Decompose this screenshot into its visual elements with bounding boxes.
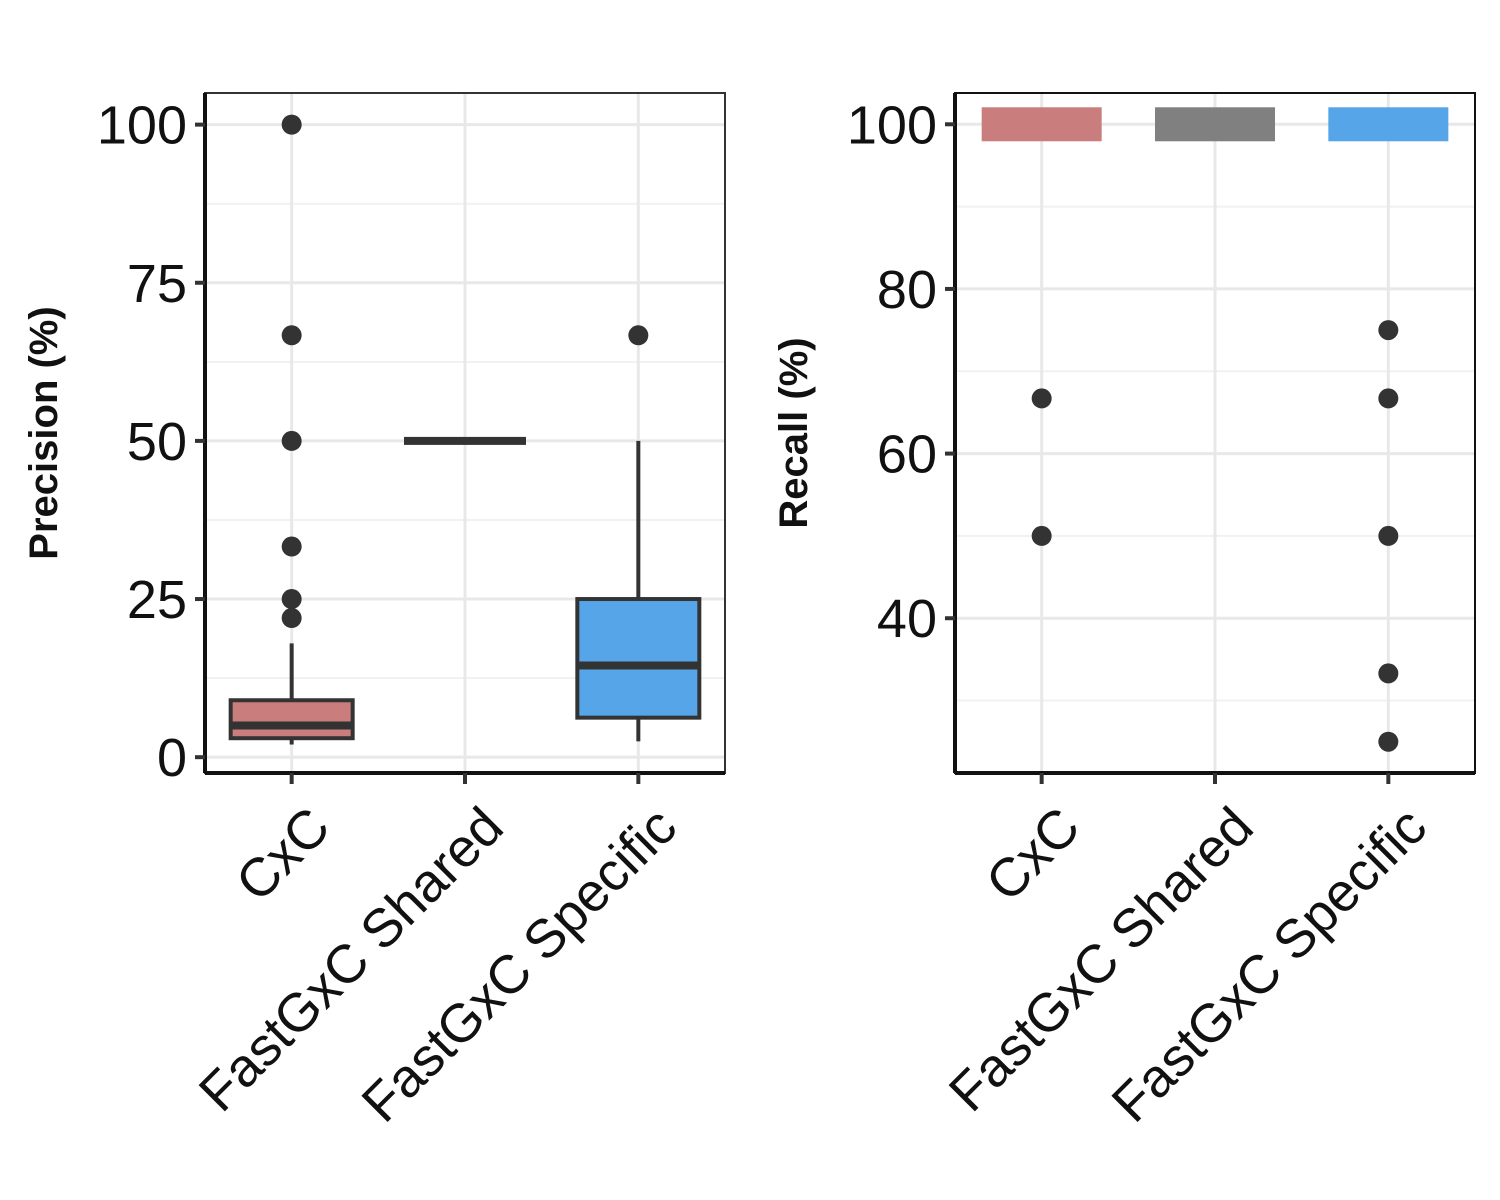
box-1 — [404, 436, 526, 445]
outlier-point — [281, 608, 302, 629]
y-tick-label: 100 — [847, 95, 937, 155]
outlier-point — [281, 114, 302, 135]
x-tick-label: CxC — [975, 796, 1092, 913]
outlier-point — [281, 536, 302, 557]
x-tick-label: FastGxC Specific — [1101, 796, 1438, 1133]
y-tick-label: 80 — [877, 260, 937, 320]
box-1 — [1155, 107, 1275, 142]
outlier-point — [281, 325, 302, 346]
y-axis-title: Recall (%) — [772, 337, 816, 528]
outlier-point — [1378, 731, 1399, 752]
x-tick-label: FastGxC Shared — [938, 796, 1265, 1123]
y-tick-label: 0 — [157, 728, 187, 788]
x-tick-label: FastGxC Shared — [188, 796, 515, 1123]
outlier-point — [1378, 525, 1399, 546]
box-2 — [1328, 107, 1449, 142]
y-tick-label: 50 — [127, 412, 187, 472]
outlier-point — [281, 589, 302, 610]
x-tick-label: FastGxC Specific — [351, 796, 688, 1133]
y-tick-label: 40 — [877, 589, 937, 649]
box-2 — [575, 597, 702, 720]
outlier-point — [1378, 388, 1399, 409]
box-0 — [981, 107, 1102, 142]
y-tick-label: 25 — [127, 570, 187, 630]
y-tick-label: 60 — [877, 425, 937, 485]
outlier-point — [1031, 388, 1052, 409]
y-tick-label: 100 — [97, 96, 187, 156]
outlier-point — [1378, 663, 1399, 684]
outlier-point — [1031, 525, 1052, 546]
box-0 — [228, 698, 355, 741]
x-tick-label: CxC — [225, 796, 342, 913]
outlier-point — [1378, 320, 1399, 341]
outlier-point — [281, 430, 302, 451]
y-axis-title: Precision (%) — [22, 306, 66, 559]
y-tick-label: 75 — [127, 254, 187, 314]
outlier-point — [628, 325, 649, 346]
